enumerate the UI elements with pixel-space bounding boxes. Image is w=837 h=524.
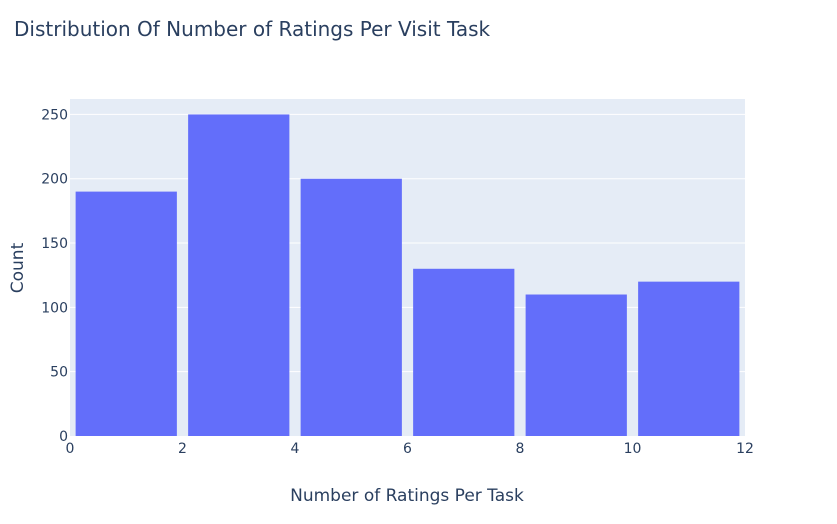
y-tick-label: 100 xyxy=(41,300,68,316)
histogram-bar xyxy=(525,294,627,436)
histogram-bar xyxy=(188,114,290,436)
x-tick-label: 4 xyxy=(291,441,300,457)
y-tick-label: 200 xyxy=(41,172,68,188)
x-tick-label: 12 xyxy=(736,441,754,457)
y-axis-ticks: 0 50 100 150 200 250 xyxy=(41,107,68,445)
y-tick-label: 50 xyxy=(50,365,68,381)
histogram-bar xyxy=(75,191,177,436)
y-tick-label: 150 xyxy=(41,236,68,252)
gridlines xyxy=(70,113,745,373)
histogram-bar xyxy=(638,281,740,436)
histogram-bar xyxy=(300,178,402,436)
histogram-bar xyxy=(413,268,515,436)
y-axis-title: Count xyxy=(8,242,28,293)
x-tick-label: 6 xyxy=(403,441,412,457)
bars xyxy=(75,114,740,436)
y-tick-label: 0 xyxy=(59,429,68,445)
x-tick-label: 2 xyxy=(178,441,187,457)
x-axis-ticks: 0 2 4 6 8 10 12 xyxy=(66,441,754,457)
x-tick-label: 0 xyxy=(66,441,75,457)
x-tick-label: 10 xyxy=(624,441,642,457)
x-axis-title: Number of Ratings Per Task xyxy=(290,486,524,506)
x-tick-label: 8 xyxy=(516,441,525,457)
plot-area xyxy=(70,99,745,436)
y-tick-label: 250 xyxy=(41,107,68,123)
chart-title: Distribution Of Number of Ratings Per Vi… xyxy=(14,17,491,41)
